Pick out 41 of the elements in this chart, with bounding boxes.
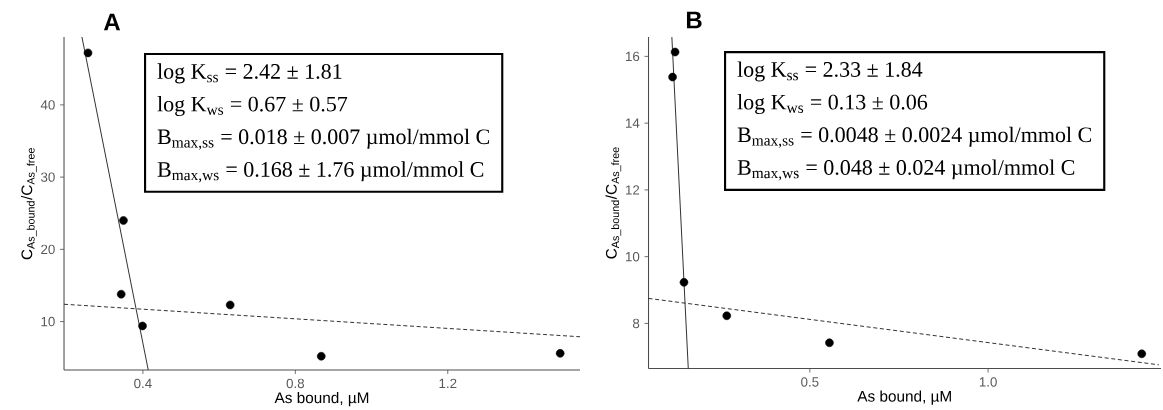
- y-tick-label: 20: [41, 244, 55, 255]
- annotation: B$_{max,ws}$ = 0.048 ± 0.024 µmol/mmol C: [737, 159, 1075, 181]
- y-tick-label: 10: [41, 316, 55, 327]
- y-axis-title: C$_{As_bound}$/C$_{As_free}$: [605, 147, 622, 259]
- point: [116, 289, 126, 299]
- point: [722, 311, 732, 321]
- y-axis-title: C$_{As_bound}$/C$_{As_free}$: [21, 148, 37, 260]
- x-tick-label: 0.4: [134, 378, 152, 389]
- point: [825, 338, 834, 348]
- x-tick-label: 1.0: [979, 377, 997, 387]
- point: [83, 48, 93, 58]
- chart-title: A: [103, 13, 121, 31]
- y-tick-label: 8: [632, 318, 640, 329]
- x-tick-label: 0.5: [801, 377, 819, 387]
- annotation: B$_{max,ws}$ = 0.168 ± 1.76 µmol/mmol C: [157, 161, 484, 183]
- annotation: B$_{max,ss}$ = 0.018 ± 0.007 µmol/mmol C: [157, 128, 490, 150]
- point: [668, 72, 677, 82]
- point: [555, 349, 565, 358]
- point: [225, 300, 235, 310]
- annotation: log K$_{ws}$ = 0.13 ± 0.06: [737, 94, 928, 115]
- annotation: log K$_{ss}$ = 2.42 ± 1.81: [157, 63, 342, 84]
- point: [1137, 349, 1147, 359]
- y-tick-label: 30: [40, 172, 55, 182]
- point: [119, 216, 128, 225]
- y-tick-label: 16: [626, 51, 640, 62]
- point: [138, 321, 147, 331]
- point: [670, 47, 680, 57]
- point: [679, 278, 689, 287]
- chart-title: B: [686, 11, 702, 29]
- x-tick-label: 1.2: [439, 378, 457, 389]
- y-tick-label: 40: [40, 100, 55, 110]
- point: [316, 351, 326, 361]
- annotation: B$_{max,ss}$ = 0.0048 ± 0.0024 µmol/mmol C: [737, 126, 1092, 148]
- y-tick-label: 10: [626, 251, 640, 262]
- y-tick-label: 14: [626, 118, 640, 128]
- annotation: log K$_{ws}$ = 0.67 ± 0.57: [157, 96, 348, 117]
- x-tick-label: 0.8: [286, 378, 305, 389]
- x-axis-title: As bound, µM: [274, 391, 369, 407]
- x-axis-title: As bound, µM: [857, 390, 951, 405]
- y-tick-label: 12: [626, 185, 640, 195]
- annotation: log K$_{ss}$ = 2.33 ± 1.84: [737, 61, 923, 82]
